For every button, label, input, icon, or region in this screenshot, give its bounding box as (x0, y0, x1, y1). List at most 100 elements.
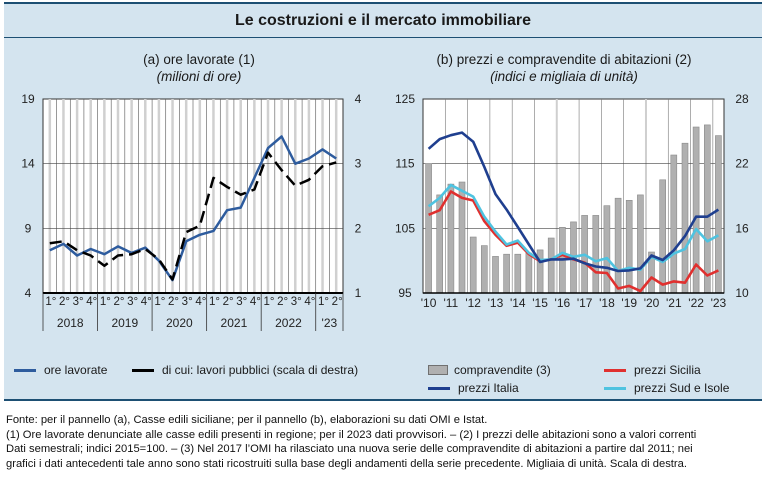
bar-compravendite (514, 253, 522, 294)
bar-compravendite (525, 252, 533, 294)
quarter-label: 3° (127, 296, 138, 308)
xtick-label-b: '12 (465, 296, 481, 310)
legend-b-item-1: prezzi Italia (428, 381, 519, 395)
bar-compravendite (625, 200, 633, 294)
legend-swatch-lavori-pubblici (132, 368, 154, 372)
quarter-label: 2° (59, 296, 70, 308)
panel-b-heading: (b) prezzi e compravendite di abitazioni… (394, 51, 734, 85)
quarter-label: 2° (332, 296, 343, 308)
ytick-label-b: 125 (395, 92, 415, 106)
xtick-label-b: '13 (488, 296, 504, 310)
legend-swatch-prezzi-sud-isole (604, 386, 626, 390)
notes: Fonte: per il pannello (a), Casse edili … (6, 413, 766, 471)
xtick-label-b: '22 (688, 296, 704, 310)
bar-compravendite (715, 135, 722, 294)
bar-compravendite (447, 183, 455, 294)
legend-b-item-0: compravendite (3) (428, 363, 551, 377)
legend-swatch-prezzi-italia (428, 386, 450, 390)
xtick-label-b: '23 (711, 296, 727, 310)
year-label: '23 (322, 316, 338, 330)
xtick-label-b: '15 (532, 296, 548, 310)
y2tick-label-b: 10 (735, 286, 749, 300)
legend-label: prezzi Sud e Isole (634, 381, 730, 395)
year-label: 2021 (221, 316, 248, 330)
bar-compravendite (703, 124, 711, 294)
quarter-label: 1° (318, 296, 329, 308)
note-2: Dati semestrali; indici 2015=100. – (3) … (6, 443, 693, 455)
y2tick-label-b: 22 (735, 157, 749, 171)
panel-b-title: (b) prezzi e compravendite di abitazioni… (436, 52, 692, 67)
quarter-label: 4° (195, 296, 206, 308)
legend-swatch-ore-lavorate (14, 368, 36, 372)
ytick-label-b: 115 (395, 157, 414, 171)
legend-label: di cui: lavori pubblici (scala di destra… (162, 363, 359, 377)
bar-compravendite (614, 197, 622, 294)
quarter-label: 2° (223, 296, 234, 308)
series-prezzi-sud-isole (427, 183, 720, 273)
bar-compravendite (592, 215, 600, 294)
year-label: 2018 (57, 316, 84, 330)
ytick-label-a: 14 (21, 157, 35, 171)
bar-compravendite (480, 245, 488, 294)
legend-b-item-3: prezzi Sud e Isole (604, 381, 729, 395)
xtick-label-b: '21 (666, 296, 682, 310)
xtick-label-b: '16 (555, 296, 571, 310)
panel-b-subtitle: (indici e migliaia di unità) (490, 69, 638, 84)
bar-compravendite (492, 256, 499, 294)
ytick-label-b: 105 (395, 221, 415, 235)
note-source: Fonte: per il pannello (a), Casse edili … (6, 414, 488, 426)
bar-compravendite (503, 253, 510, 294)
quarter-label: 2° (277, 296, 288, 308)
quarter-label: 1° (264, 296, 275, 308)
quarter-label: 1° (100, 296, 111, 308)
quarter-label: 3° (73, 296, 84, 308)
quarter-label: 1° (209, 296, 220, 308)
ytick-label-a: 9 (25, 221, 32, 235)
bar-compravendite (425, 163, 432, 294)
quarter-label: 1° (154, 296, 165, 308)
legend-swatch-compravendite (428, 365, 448, 375)
quarter-label: 4° (250, 296, 261, 308)
year-label: 2020 (166, 316, 193, 330)
legend-label: ore lavorate (44, 363, 108, 377)
quarter-label: 2° (114, 296, 125, 308)
y2tick-label-b: 16 (735, 221, 749, 235)
ytick-label-a: 4 (25, 286, 32, 300)
xtick-label-b: '17 (577, 296, 593, 310)
panel-a-heading: (a) ore lavorate (1) (milioni di ore) (64, 51, 334, 85)
series-prezzi-italia (427, 131, 720, 273)
panel-a-title: (a) ore lavorate (1) (143, 52, 255, 67)
bar-compravendite (637, 194, 644, 294)
series-lavori-pubblici (49, 151, 337, 281)
legend-a-item-1: di cui: lavori pubblici (scala di destra… (132, 363, 358, 377)
note-3: grafici i dati antecedenti tale anno son… (6, 457, 687, 470)
quarter-label: 2° (168, 296, 179, 308)
bar-compravendite (659, 179, 667, 294)
year-label: 2019 (111, 316, 138, 330)
quarter-label: 4° (141, 296, 152, 308)
y2tick-label-a: 2 (355, 221, 362, 235)
bar-compravendite (681, 142, 689, 294)
note-1: (1) Ore lavorate denunciate alle casse e… (6, 428, 697, 441)
bar-compravendite (670, 154, 678, 294)
legend-label: prezzi Sicilia (634, 363, 701, 377)
quarter-label: 3° (182, 296, 193, 308)
bar-compravendite (469, 236, 477, 294)
ytick-label-b: 95 (398, 286, 412, 300)
figure-title: Le costruzioni e il mercato immobiliare (4, 4, 762, 38)
ytick-label-a: 19 (21, 92, 35, 106)
bar-compravendite (603, 205, 611, 294)
year-label: 2022 (275, 316, 302, 330)
series-ore-lavorate (49, 135, 337, 282)
quarter-label: 3° (236, 296, 247, 308)
bar-compravendite (547, 237, 555, 294)
xtick-label-b: '10 (421, 296, 437, 310)
y2tick-label-a: 1 (355, 286, 362, 300)
xtick-label-b: '11 (443, 296, 458, 310)
quarter-label: 4° (86, 296, 97, 308)
y2tick-label-a: 4 (355, 92, 362, 106)
xtick-label-b: '19 (621, 296, 637, 310)
quarter-label: 1° (45, 296, 56, 308)
quarter-label: 3° (291, 296, 302, 308)
legend-label: compravendite (3) (454, 363, 551, 377)
